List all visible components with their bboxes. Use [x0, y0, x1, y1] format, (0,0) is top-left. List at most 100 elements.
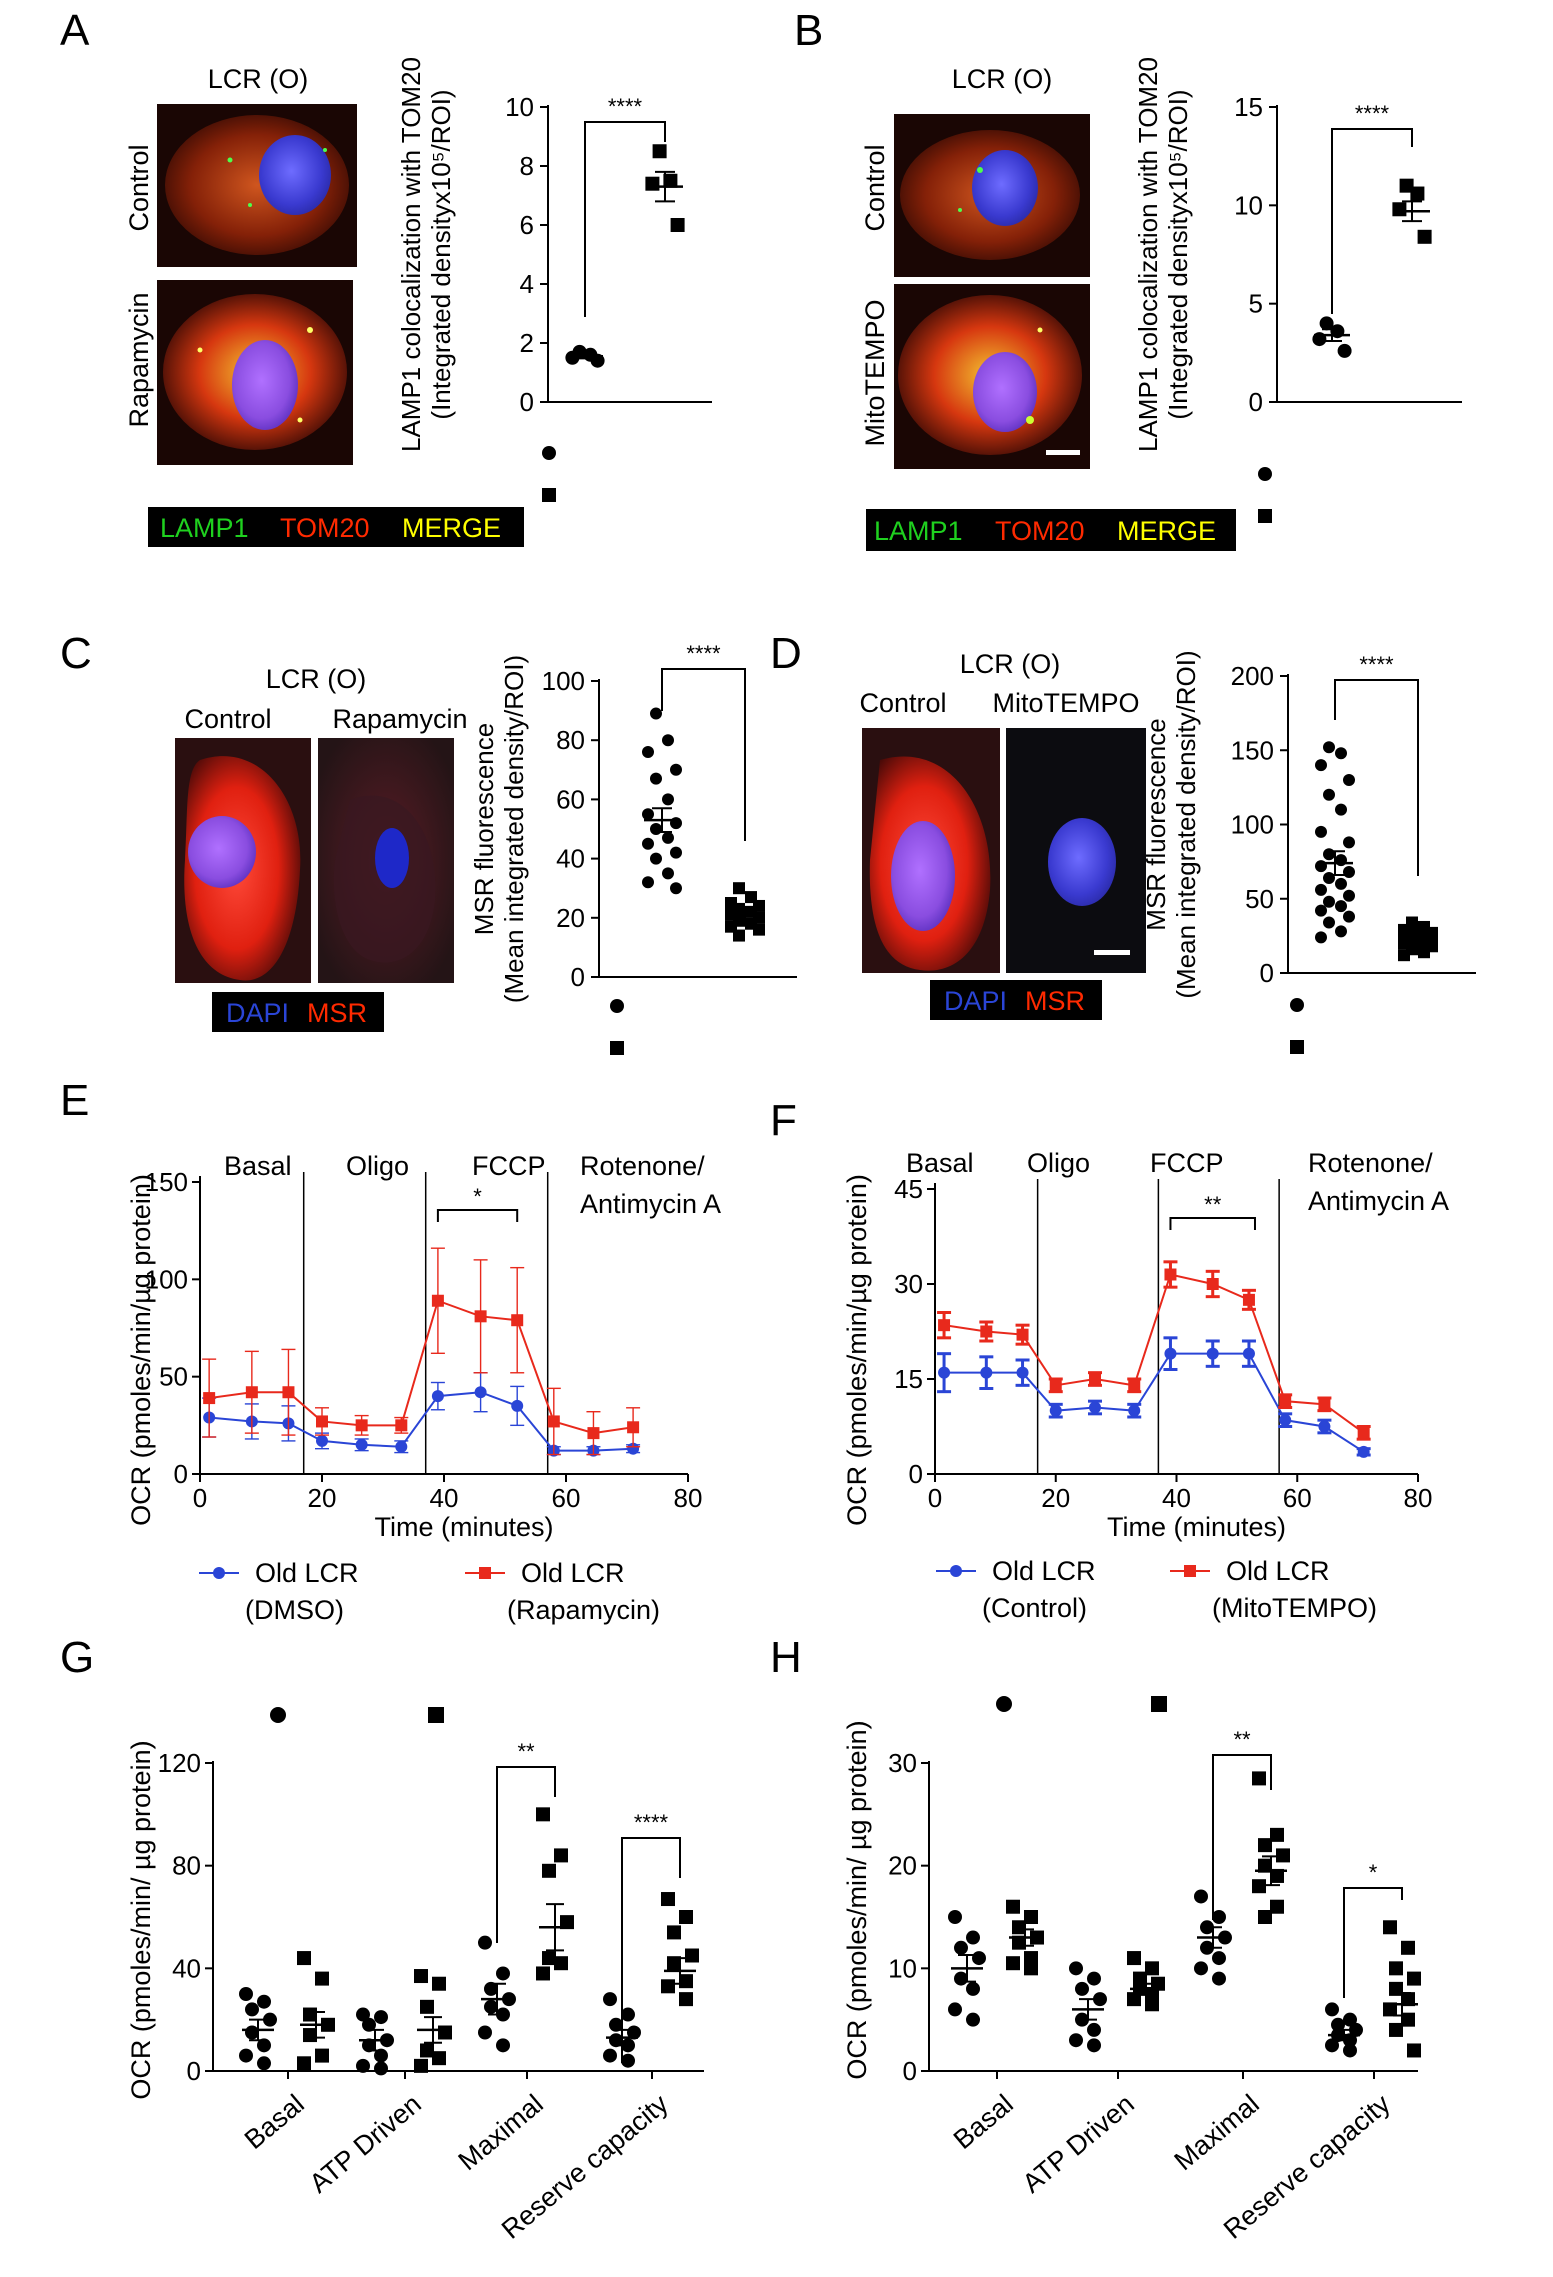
panel-d-point-circle-dmso [1315, 883, 1327, 896]
panel-b-significance-label: **** [1355, 101, 1390, 126]
panel-a-legend-merge: MERGE [402, 513, 501, 543]
panel-f-series-line [944, 1352, 1365, 1453]
panel-b-micrographs: LCR (O) Control MitoTEMPO LAMP1 TOM20 ME… [860, 64, 1236, 551]
panel-f-point-treated [1128, 1379, 1141, 1392]
panel-f-point-treated [980, 1325, 993, 1338]
panel-c-y-tick-label: 80 [556, 725, 585, 755]
panel-d-point-circle-dmso [1323, 741, 1335, 754]
panel-c-point-circle-dmso [662, 831, 674, 844]
panel-c-point-circle-dmso [662, 734, 674, 747]
panel-c-point-circle-dmso [662, 867, 674, 880]
panel-e-point-control [316, 1434, 328, 1447]
panel-c-micro-title: LCR (O) [266, 664, 367, 694]
panel-g-point-square [315, 2048, 329, 2063]
panel-b-chart: 0 5 10 15 LAMP1 colocalization with TOM20 (In… [1133, 57, 1462, 523]
panel-h-point-circle [954, 1940, 968, 1955]
panel-g-point-square [667, 1925, 681, 1940]
panel-d-legend-msr: MSR [1025, 986, 1085, 1016]
panel-c-point-square-treated [733, 882, 745, 895]
panel-e-phase-label: Rotenone/ [580, 1151, 705, 1181]
panel-h-point-square [1401, 1992, 1415, 2007]
panel-h-y-tick-label: 10 [888, 1953, 917, 1983]
panel-a-significance-label: **** [608, 94, 643, 119]
panel-e-point-treated [316, 1415, 328, 1428]
panel-g-point-square [438, 2025, 452, 2040]
panel-h-point-circle [1075, 1981, 1089, 1996]
panel-h-point-square [1006, 1956, 1020, 1971]
panel-h-point-square [1145, 1997, 1159, 2012]
panel-g-point-square [432, 2051, 446, 2066]
panel-d-point-square-treated [1418, 946, 1430, 959]
panel-h-point-circle [1325, 2038, 1339, 2053]
panel-a-micro-title: LCR (O) [208, 64, 309, 94]
panel-c-col-label-treated: Rapamycin [332, 704, 467, 734]
panel-f-point-control [938, 1366, 951, 1379]
panel-a-y-tick-label: 10 [505, 92, 534, 122]
panel-g-point-square [560, 1915, 574, 1930]
panel-b-point-square-treated [1410, 186, 1425, 201]
panel-g-point-circle [374, 2061, 388, 2076]
panel-f-x-axis-label: Time (minutes) [1107, 1512, 1286, 1542]
panel-b-y-tick-label: 15 [1234, 92, 1263, 122]
panel-e-phase-label: Antimycin A [580, 1189, 721, 1219]
panel-d-y-tick-label: 100 [1231, 810, 1274, 840]
panel-d-point-circle-dmso [1335, 900, 1347, 913]
panel-f-legend-label: (Control) [982, 1593, 1087, 1623]
panel-d-y-axis-label: (Mean integrated density/ROI) [1171, 650, 1201, 998]
panel-f-point-treated [1164, 1268, 1177, 1281]
panel-e-legend-label: Old LCR [521, 1558, 625, 1588]
panel-h-point-square [1389, 2022, 1403, 2037]
panel-e-legend-label: (DMSO) [245, 1595, 344, 1625]
panel-h-point-circle [1343, 2012, 1357, 2027]
panel-e-series-line [209, 1299, 634, 1435]
panel-g-point-square [420, 2043, 434, 2058]
panel-b-row-label-treated: MitoTEMPO [860, 299, 890, 446]
panel-h-point-square [1252, 1771, 1266, 1786]
panel-c-point-circle-dmso [642, 746, 654, 759]
panel-e-legend-marker [479, 1567, 491, 1579]
panel-f-significance-bracket [1169, 1217, 1256, 1230]
panel-c-col-label-control: Control [184, 704, 271, 734]
panel-g-point-circle [245, 2025, 259, 2040]
panel-g-point-square [554, 1848, 568, 1863]
panel-f-y-tick-label: 15 [894, 1364, 923, 1394]
panel-c-point-circle-dmso [642, 808, 654, 821]
panel-d-point-circle-dmso [1315, 759, 1327, 772]
panel-g-point-circle [621, 2053, 635, 2068]
panel-e-phase-label: FCCP [472, 1151, 546, 1181]
panel-g-point-circle [609, 2017, 623, 2032]
panel-f-y-tick-label: 30 [894, 1269, 923, 1299]
panel-h-point-square [1258, 1838, 1272, 1853]
panel-c-point-circle-dmso [670, 882, 682, 895]
panel-g-point-square [554, 1956, 568, 1971]
panel-letter-h: H [770, 1633, 802, 1682]
panel-h-point-square [1258, 1910, 1272, 1924]
panel-a-y-tick-label: 4 [520, 269, 534, 299]
panel-h-point-circle [1194, 1889, 1208, 1904]
panel-h-point-square [1270, 1868, 1284, 1883]
panel-g-point-square [420, 1999, 434, 2014]
panel-f-point-treated [1318, 1398, 1331, 1411]
panel-h-y-tick-label: 0 [903, 2056, 917, 2086]
panel-c-point-circle-dmso [662, 793, 674, 806]
panel-g-point-square [315, 1971, 329, 1986]
panel-f-x-tick-label: 0 [928, 1483, 942, 1513]
panel-g-significance-bracket [621, 1837, 681, 2063]
panel-g-point-circle [257, 2056, 271, 2071]
panel-e-point-treated [355, 1419, 368, 1432]
panel-d-point-circle-dmso [1315, 904, 1327, 917]
panel-h-point-square [1024, 1910, 1038, 1924]
panel-d-channel-legend: DAPI MSR [930, 980, 1102, 1020]
panel-a-y-tick-label: 0 [520, 387, 534, 417]
panel-c-point-circle-dmso [670, 846, 682, 859]
panel-b-y-axis-label: LAMP1 colocalization with TOM20 [1133, 57, 1163, 452]
panel-g-point-circle [496, 1966, 510, 1981]
panel-f-point-treated [1049, 1379, 1062, 1392]
panel-d-micrographs: LCR (O) Control MitoTEMPO DAPI MSR [859, 649, 1146, 1020]
panel-g-point-square [542, 1951, 556, 1966]
panel-h-point-circle [1325, 2002, 1339, 2017]
panel-h-point-square [1270, 1899, 1284, 1914]
panel-g-point-square [303, 2007, 317, 2022]
panel-d-point-circle-dmso [1323, 916, 1335, 929]
